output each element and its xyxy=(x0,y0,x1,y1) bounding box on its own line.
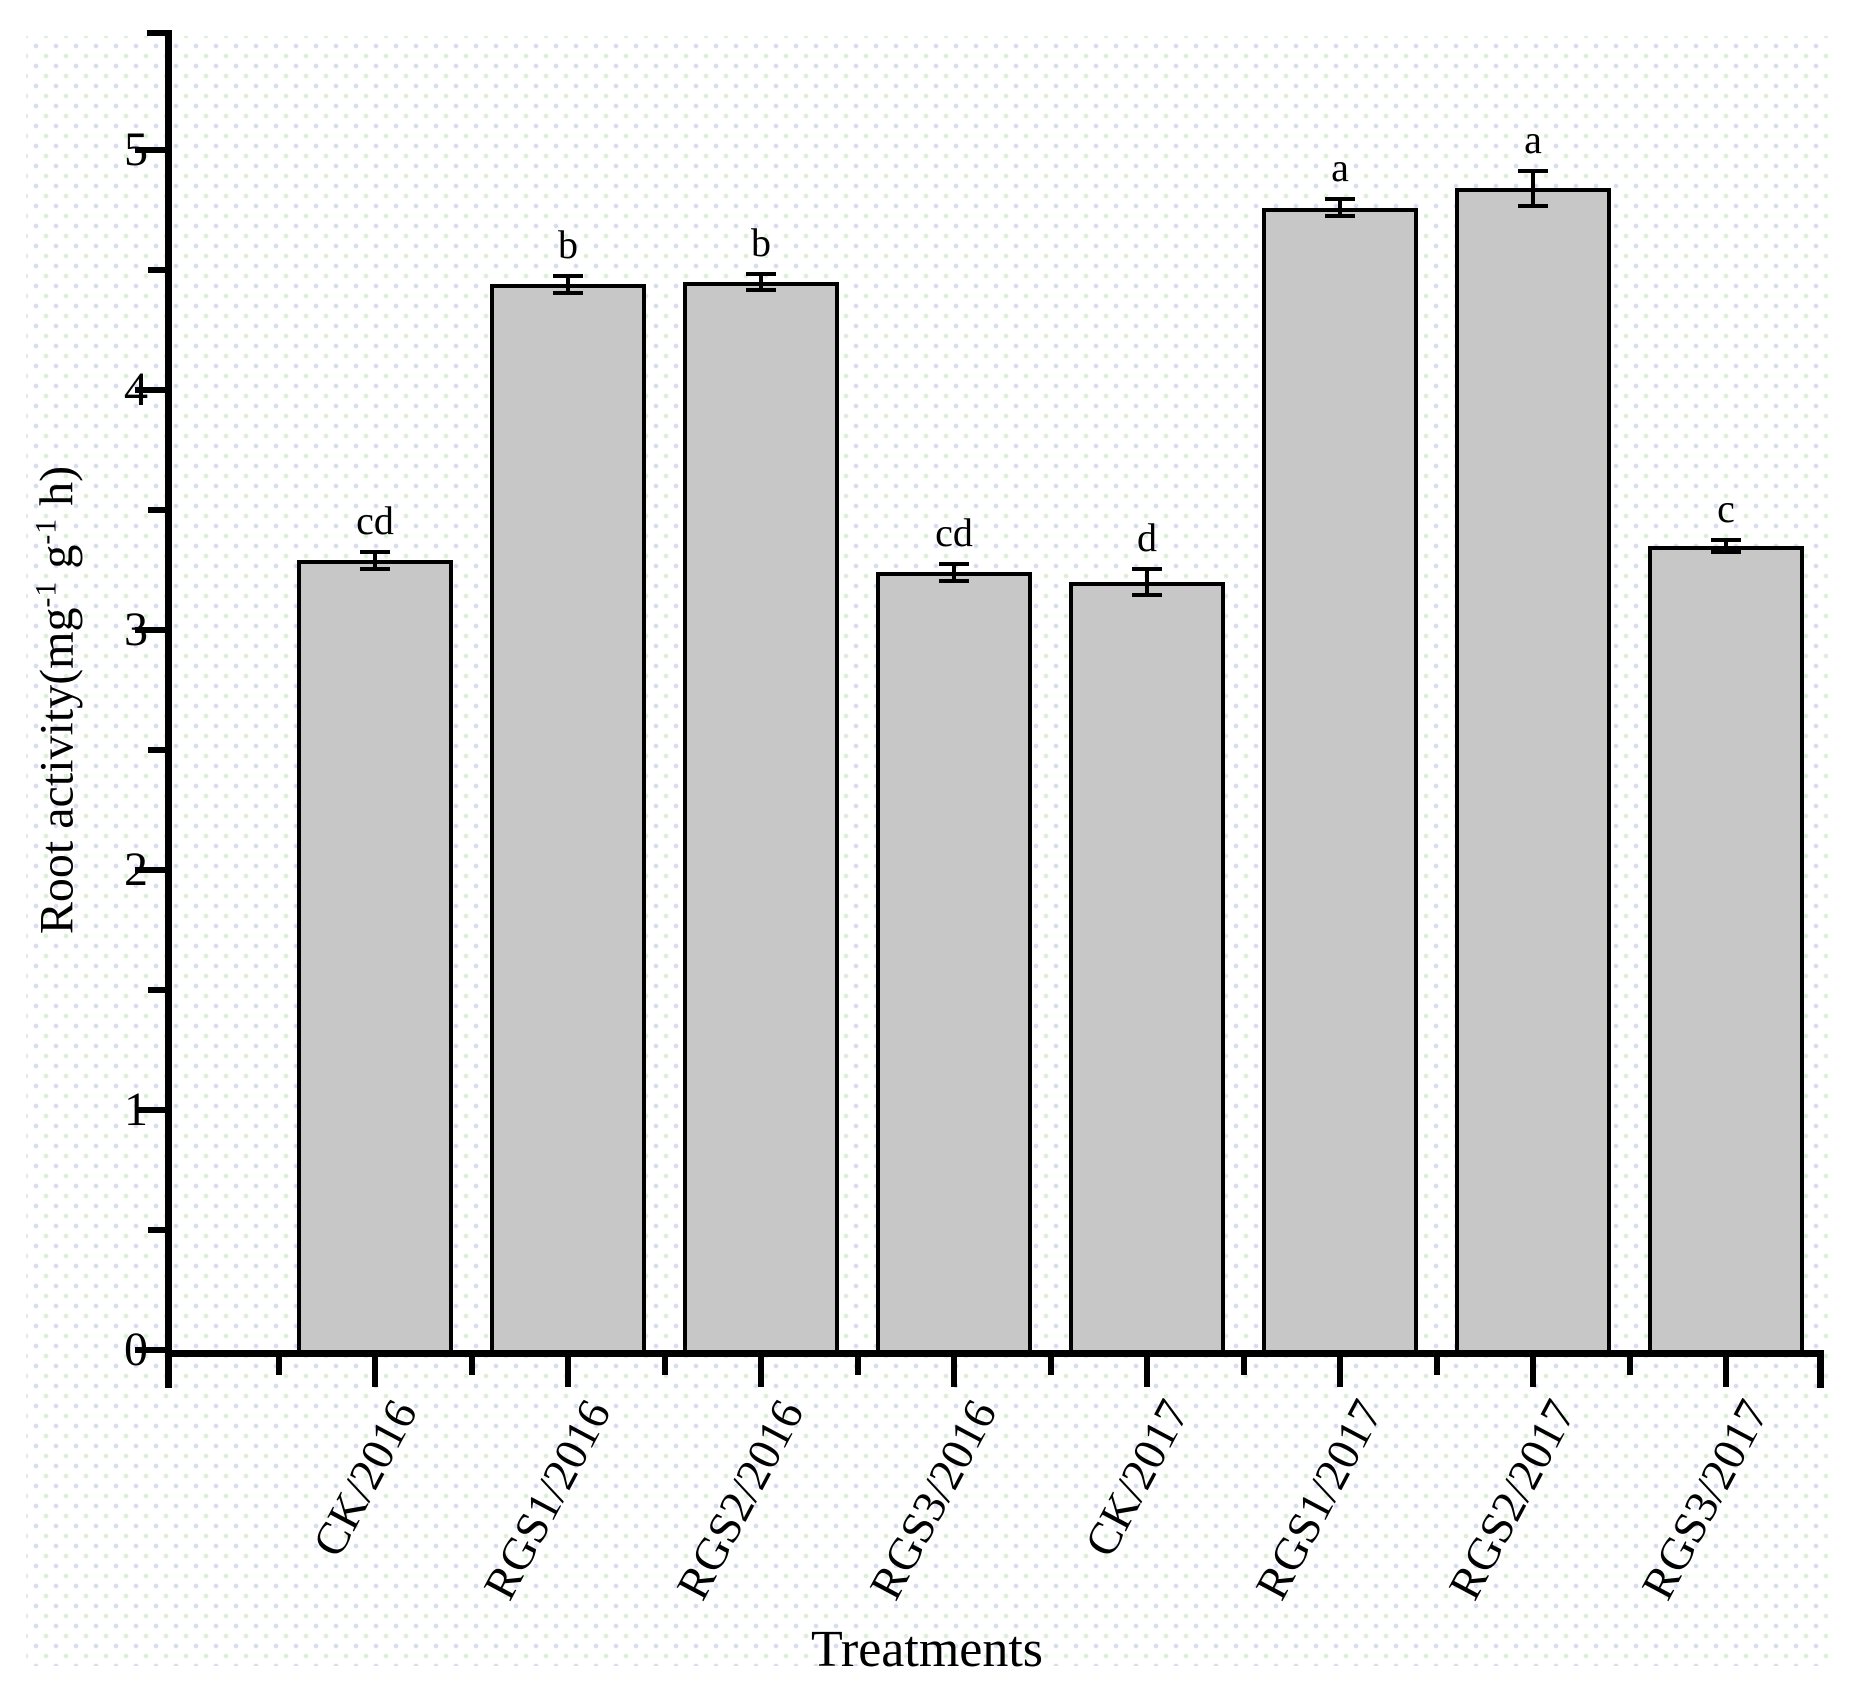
bar-rgs3-2016 xyxy=(876,572,1032,1354)
error-bar-bottom-cap xyxy=(553,290,583,295)
significance-letter: a xyxy=(1524,116,1542,162)
x-minor-tick xyxy=(1433,1357,1440,1375)
error-bar-line xyxy=(952,565,956,580)
y-axis-line xyxy=(165,30,172,1357)
significance-letter: b xyxy=(558,222,578,268)
x-minor-tick xyxy=(275,1357,282,1375)
y-major-tick xyxy=(135,387,165,393)
x-major-tick xyxy=(758,1357,764,1387)
bar-ck-2016 xyxy=(297,560,453,1354)
error-bar-line xyxy=(566,277,570,292)
bar-rgs1-2016 xyxy=(490,284,646,1354)
x-major-tick xyxy=(951,1357,957,1387)
error-bar-top-cap xyxy=(1518,168,1548,173)
error-bar-line xyxy=(373,553,377,568)
y-tick-label: 5 xyxy=(124,123,148,176)
error-bar-line xyxy=(1531,171,1535,206)
y-minor-tick xyxy=(148,1227,165,1233)
significance-letter: c xyxy=(1717,486,1735,532)
x-major-tick xyxy=(1144,1357,1150,1387)
significance-letter: d xyxy=(1137,515,1157,560)
error-bar-bottom-cap xyxy=(1711,549,1741,554)
y-axis-title-suffix: h) xyxy=(30,465,84,518)
y-axis-title-mid: g xyxy=(30,544,84,581)
x-major-tick xyxy=(1530,1357,1536,1387)
x-major-tick xyxy=(565,1357,571,1387)
y-tick-label: 3 xyxy=(124,603,148,656)
y-minor-tick xyxy=(148,507,165,513)
y-tick-label: 2 xyxy=(124,843,148,896)
error-bar-bottom-cap xyxy=(1132,593,1162,597)
error-bar-top-cap xyxy=(939,562,969,567)
x-minor-tick xyxy=(1047,1357,1054,1375)
error-bar-bottom-cap xyxy=(1325,213,1355,218)
error-bar-top-cap xyxy=(1711,538,1741,543)
x-minor-tick xyxy=(1626,1357,1633,1375)
x-minor-tick xyxy=(661,1357,668,1375)
y-minor-tick xyxy=(148,747,165,753)
x-major-tick xyxy=(1337,1357,1343,1387)
error-bar-line xyxy=(1145,570,1149,594)
y-major-tick xyxy=(135,1107,165,1113)
significance-letter: cd xyxy=(356,498,394,544)
x-minor-tick xyxy=(468,1357,475,1375)
bar-rgs2-2017 xyxy=(1455,188,1611,1354)
error-bar-line xyxy=(1338,200,1342,215)
x-axis-left-end-tick xyxy=(165,1357,172,1388)
error-bar-bottom-cap xyxy=(360,566,390,571)
y-minor-tick xyxy=(148,267,165,273)
y-major-tick xyxy=(135,867,165,873)
y-major-tick xyxy=(135,147,165,153)
x-axis-right-end-tick xyxy=(1817,1357,1824,1388)
error-bar-top-cap xyxy=(1132,567,1162,571)
y-major-tick xyxy=(135,627,165,633)
x-major-tick xyxy=(1723,1357,1729,1387)
error-bar-top-cap xyxy=(553,274,583,279)
bar-rgs3-2017 xyxy=(1648,546,1804,1354)
x-minor-tick xyxy=(1240,1357,1247,1375)
y-tick-label: 1 xyxy=(124,1083,148,1136)
error-bar-bottom-cap xyxy=(939,578,969,583)
significance-letter: cd xyxy=(935,510,973,556)
error-bar-bottom-cap xyxy=(746,288,776,293)
bar-rgs2-2016 xyxy=(683,282,839,1354)
y-tick-label: 4 xyxy=(124,363,148,416)
error-bar-top-cap xyxy=(1325,197,1355,202)
error-bar-line xyxy=(759,274,763,290)
error-bar-line xyxy=(1724,541,1728,551)
y-axis-top-cap-tick xyxy=(147,30,165,36)
y-major-tick xyxy=(135,1347,165,1353)
bar-rgs1-2017 xyxy=(1262,207,1418,1354)
y-tick-label: 0 xyxy=(124,1323,148,1376)
x-major-tick xyxy=(372,1357,378,1387)
error-bar-top-cap xyxy=(360,550,390,555)
y-axis-title-superscript-2: -1 xyxy=(29,517,63,545)
x-axis-title: Treatments xyxy=(810,1621,1044,1678)
significance-letter: a xyxy=(1331,145,1349,191)
significance-letter: b xyxy=(751,219,771,265)
y-minor-tick xyxy=(148,987,165,993)
x-minor-tick xyxy=(854,1357,861,1375)
error-bar-bottom-cap xyxy=(1518,204,1548,209)
error-bar-top-cap xyxy=(746,271,776,276)
bar-ck-2017 xyxy=(1069,582,1225,1354)
